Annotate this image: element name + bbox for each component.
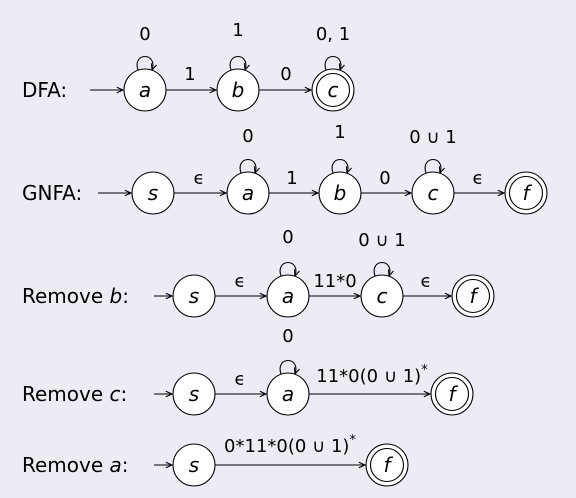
state-c: c 0 ∪ 1 — [409, 127, 457, 215]
row-label-remove-c: Remove c: — [22, 382, 127, 406]
accept-ring — [455, 278, 491, 314]
state-label: c — [428, 181, 439, 205]
state-label: b — [232, 78, 245, 102]
transition-label-c-f: ϵ — [420, 271, 431, 292]
state-b: b 1 — [318, 122, 362, 215]
self-loop — [279, 261, 296, 277]
transition-label-a-b: 1 — [286, 168, 297, 189]
self-loop — [239, 158, 256, 174]
transition-label-c-f: ϵ — [472, 168, 483, 189]
state-a: a 0 — [266, 227, 310, 318]
self-loop-label: 0 — [282, 326, 293, 347]
accept-ring — [315, 72, 351, 108]
accept-ring — [508, 175, 544, 211]
transition-label-s-a: ϵ — [193, 168, 204, 189]
row-remove-a: Remove a: s 0*11*0(0 ∪ 1)* f — [22, 433, 409, 487]
row-label-gnfa: GNFA: — [22, 181, 82, 205]
state-f-accept: f — [365, 443, 409, 487]
accept-ring — [434, 376, 470, 412]
transition-label-a-f: 11*0(0 ∪ 1)* — [316, 363, 428, 387]
state-f-accept: f — [451, 274, 495, 318]
state-label: a — [282, 382, 294, 406]
row-remove-c: Remove c: s ϵ a 0 11*0(0 ∪ 1)* f — [22, 326, 474, 416]
self-loop — [424, 158, 441, 174]
state-c: c 0 ∪ 1 — [358, 230, 406, 318]
transition-label-b-c: 0 — [379, 168, 390, 189]
row-label-dfa: DFA: — [22, 78, 67, 102]
row-dfa: DFA: a 0 1 b 1 0 c 0, 1 — [22, 20, 355, 112]
self-loop-label: 1 — [334, 122, 345, 143]
state-label: a — [139, 78, 151, 102]
transition-label-s-f: 0*11*0(0 ∪ 1)* — [224, 433, 356, 457]
self-loop-label: 0 — [139, 24, 150, 45]
state-a: a 0 — [123, 24, 167, 112]
self-loop — [279, 359, 296, 375]
state-circle — [311, 68, 355, 112]
accept-ring — [369, 447, 405, 483]
state-circle — [430, 372, 474, 416]
row-gnfa: GNFA: s ϵ a 0 1 b 1 0 c 0 ∪ 1 — [22, 122, 548, 215]
transition-label-a-b: 1 — [184, 64, 195, 85]
state-label: s — [189, 453, 199, 477]
state-s: s — [172, 372, 216, 416]
transition-label-s-a: ϵ — [234, 369, 245, 390]
state-s: s — [172, 274, 216, 318]
self-loop — [324, 55, 341, 71]
state-a: a 0 — [266, 326, 310, 416]
row-remove-b: Remove b: s ϵ a 0 11*0 c 0 ∪ 1 ϵ f — [22, 227, 495, 318]
state-label: f — [448, 382, 458, 406]
state-f-accept: f — [504, 171, 548, 215]
state-label: a — [282, 284, 294, 308]
self-loop — [373, 261, 390, 277]
state-f-accept: f — [430, 372, 474, 416]
row-label-remove-b: Remove b: — [22, 284, 129, 308]
state-circle — [365, 443, 409, 487]
self-loop-label: 0 ∪ 1 — [409, 127, 457, 148]
state-label: b — [334, 181, 347, 205]
transition-label-a-c: 11*0 — [313, 271, 356, 292]
state-a: a 0 — [226, 126, 270, 215]
state-circle — [451, 274, 495, 318]
state-s: s — [172, 443, 216, 487]
state-label: f — [469, 284, 479, 308]
transition-label-b-c: 0 — [280, 64, 291, 85]
state-c-accept: c 0, 1 — [311, 24, 355, 112]
self-loop — [229, 55, 246, 71]
state-circle — [504, 171, 548, 215]
self-loop — [331, 158, 348, 174]
row-label-remove-a: Remove a: — [22, 453, 129, 477]
state-label: a — [242, 181, 254, 205]
state-label: f — [383, 453, 393, 477]
state-label: s — [148, 181, 158, 205]
transition-label-s-a: ϵ — [234, 271, 245, 292]
self-loop-label: 0 — [282, 227, 293, 248]
state-b: b 1 — [216, 20, 260, 112]
state-label: s — [189, 284, 199, 308]
state-label: c — [377, 284, 388, 308]
self-loop-label: 1 — [232, 20, 243, 41]
state-label: c — [328, 78, 339, 102]
state-label: s — [189, 382, 199, 406]
self-loop — [136, 55, 153, 71]
self-loop-label: 0, 1 — [316, 24, 350, 45]
state-label: f — [522, 181, 532, 205]
self-loop-label: 0 ∪ 1 — [358, 230, 406, 251]
state-s: s — [131, 171, 175, 215]
self-loop-label: 0 — [242, 126, 253, 147]
